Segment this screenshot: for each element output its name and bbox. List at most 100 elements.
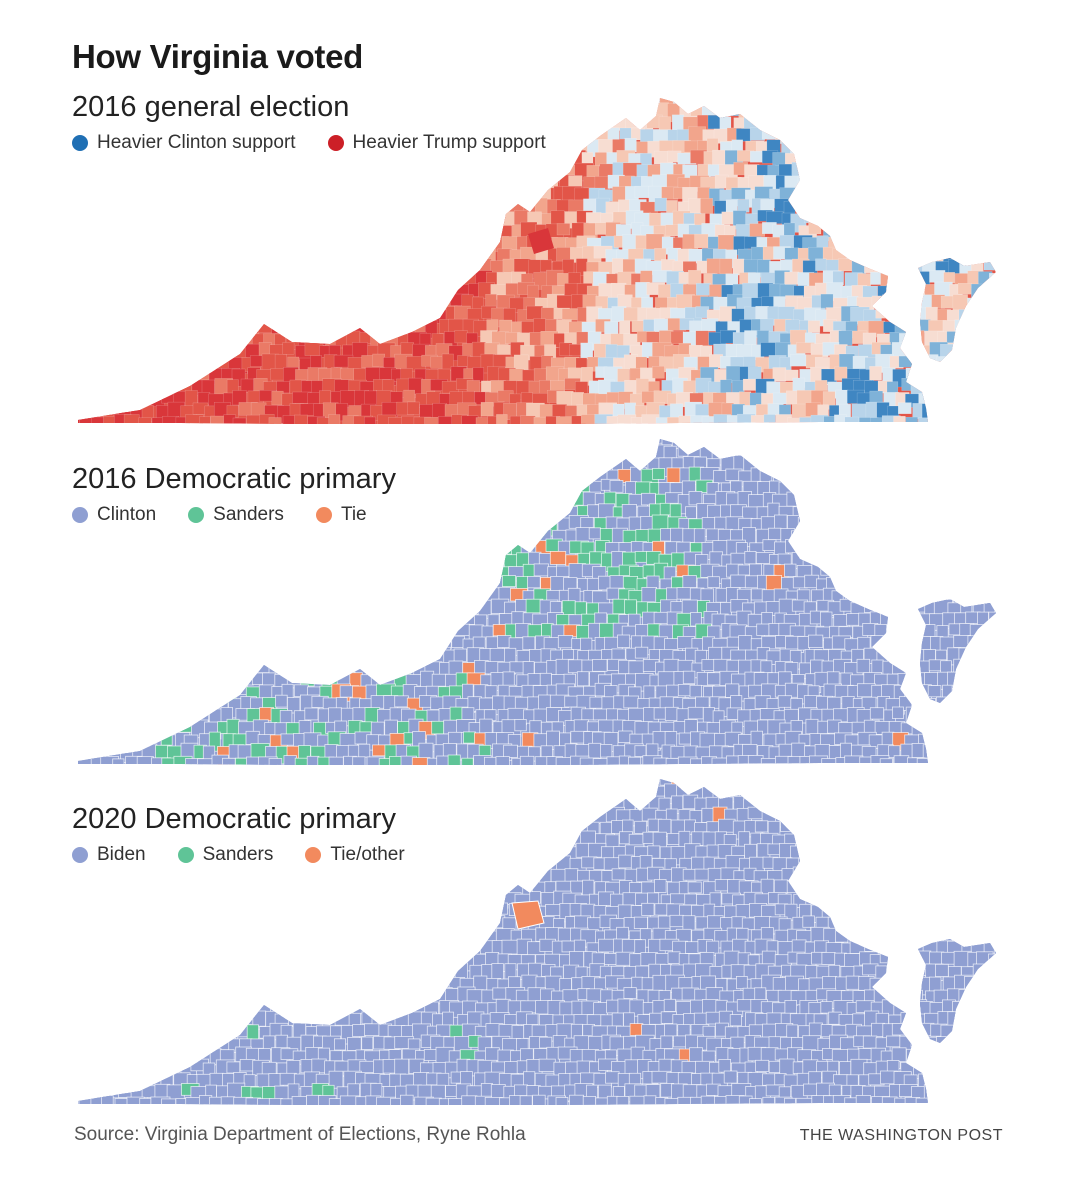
precinct xyxy=(60,686,66,704)
precinct xyxy=(538,779,555,790)
precinct xyxy=(451,517,465,530)
precinct xyxy=(927,446,947,463)
precinct xyxy=(83,117,100,132)
precinct xyxy=(1003,320,1018,338)
precinct xyxy=(643,319,655,333)
precinct xyxy=(461,151,481,165)
precinct xyxy=(804,210,821,224)
precinct xyxy=(864,457,879,474)
precinct xyxy=(436,492,452,506)
precinct xyxy=(262,602,280,617)
precinct xyxy=(190,259,204,275)
precinct xyxy=(797,175,810,195)
precinct xyxy=(409,165,423,178)
precinct xyxy=(621,504,637,519)
precinct xyxy=(934,551,952,570)
precinct xyxy=(743,439,764,449)
precinct xyxy=(137,345,157,360)
precinct xyxy=(186,515,205,531)
precinct xyxy=(492,482,510,498)
precinct xyxy=(78,648,85,665)
legend-swatch-clinton xyxy=(72,507,88,523)
precinct xyxy=(1008,578,1021,590)
precinct xyxy=(1015,661,1020,676)
precinct xyxy=(760,785,773,800)
precinct xyxy=(155,164,170,178)
precinct xyxy=(779,454,800,468)
precinct xyxy=(342,297,356,316)
precinct xyxy=(397,187,414,205)
precinct xyxy=(81,139,99,154)
precinct xyxy=(191,331,203,350)
precinct xyxy=(743,115,762,129)
precinct xyxy=(971,672,985,689)
precinct xyxy=(784,369,799,381)
precinct xyxy=(912,575,927,593)
precinct xyxy=(179,331,198,346)
precinct xyxy=(989,562,996,579)
precinct xyxy=(961,455,975,476)
precinct xyxy=(94,98,113,105)
precinct xyxy=(144,211,157,231)
precinct xyxy=(971,283,984,301)
precinct xyxy=(1013,368,1020,380)
precinct xyxy=(191,528,208,544)
precinct xyxy=(443,429,455,432)
precinct xyxy=(935,380,948,396)
precinct xyxy=(433,98,448,112)
precinct xyxy=(1009,624,1020,641)
precinct xyxy=(78,807,81,824)
precinct xyxy=(352,785,373,805)
precinct xyxy=(758,426,770,432)
precinct xyxy=(162,368,182,388)
precinct xyxy=(223,105,238,118)
precinct xyxy=(461,611,476,625)
precinct xyxy=(393,576,411,597)
precinct xyxy=(303,318,318,330)
precinct xyxy=(316,590,335,604)
precinct xyxy=(131,212,151,231)
precinct xyxy=(973,236,986,253)
precinct xyxy=(79,539,96,558)
precinct xyxy=(952,128,965,145)
precinct xyxy=(901,188,916,201)
precinct xyxy=(946,116,961,133)
precinct xyxy=(976,636,996,651)
precinct xyxy=(460,565,480,585)
precinct xyxy=(808,634,824,648)
precinct xyxy=(935,456,952,475)
precinct xyxy=(528,141,547,157)
precinct xyxy=(60,294,71,311)
precinct xyxy=(289,164,302,183)
precinct xyxy=(106,552,123,570)
precinct xyxy=(875,439,891,452)
precinct xyxy=(244,517,264,534)
precinct xyxy=(130,308,144,324)
precinct xyxy=(121,721,138,735)
precinct xyxy=(469,116,484,133)
precinct xyxy=(964,515,980,533)
precinct xyxy=(287,577,304,598)
precinct xyxy=(426,590,444,607)
precinct xyxy=(268,417,282,424)
precinct xyxy=(304,249,320,263)
precinct xyxy=(60,139,78,153)
precinct xyxy=(828,798,841,811)
precinct xyxy=(157,481,173,502)
precinct xyxy=(143,354,160,372)
precinct xyxy=(448,176,465,191)
precinct xyxy=(156,115,169,128)
precinct xyxy=(429,455,443,468)
precinct xyxy=(168,794,186,814)
precinct xyxy=(173,249,187,262)
precinct xyxy=(109,670,124,689)
precinct xyxy=(78,367,84,382)
precinct xyxy=(942,176,956,194)
precinct xyxy=(135,612,149,627)
precinct xyxy=(952,564,966,582)
precinct xyxy=(688,491,703,506)
precinct xyxy=(496,128,516,142)
precinct xyxy=(960,117,975,131)
precinct xyxy=(125,637,139,656)
precinct xyxy=(995,115,996,129)
